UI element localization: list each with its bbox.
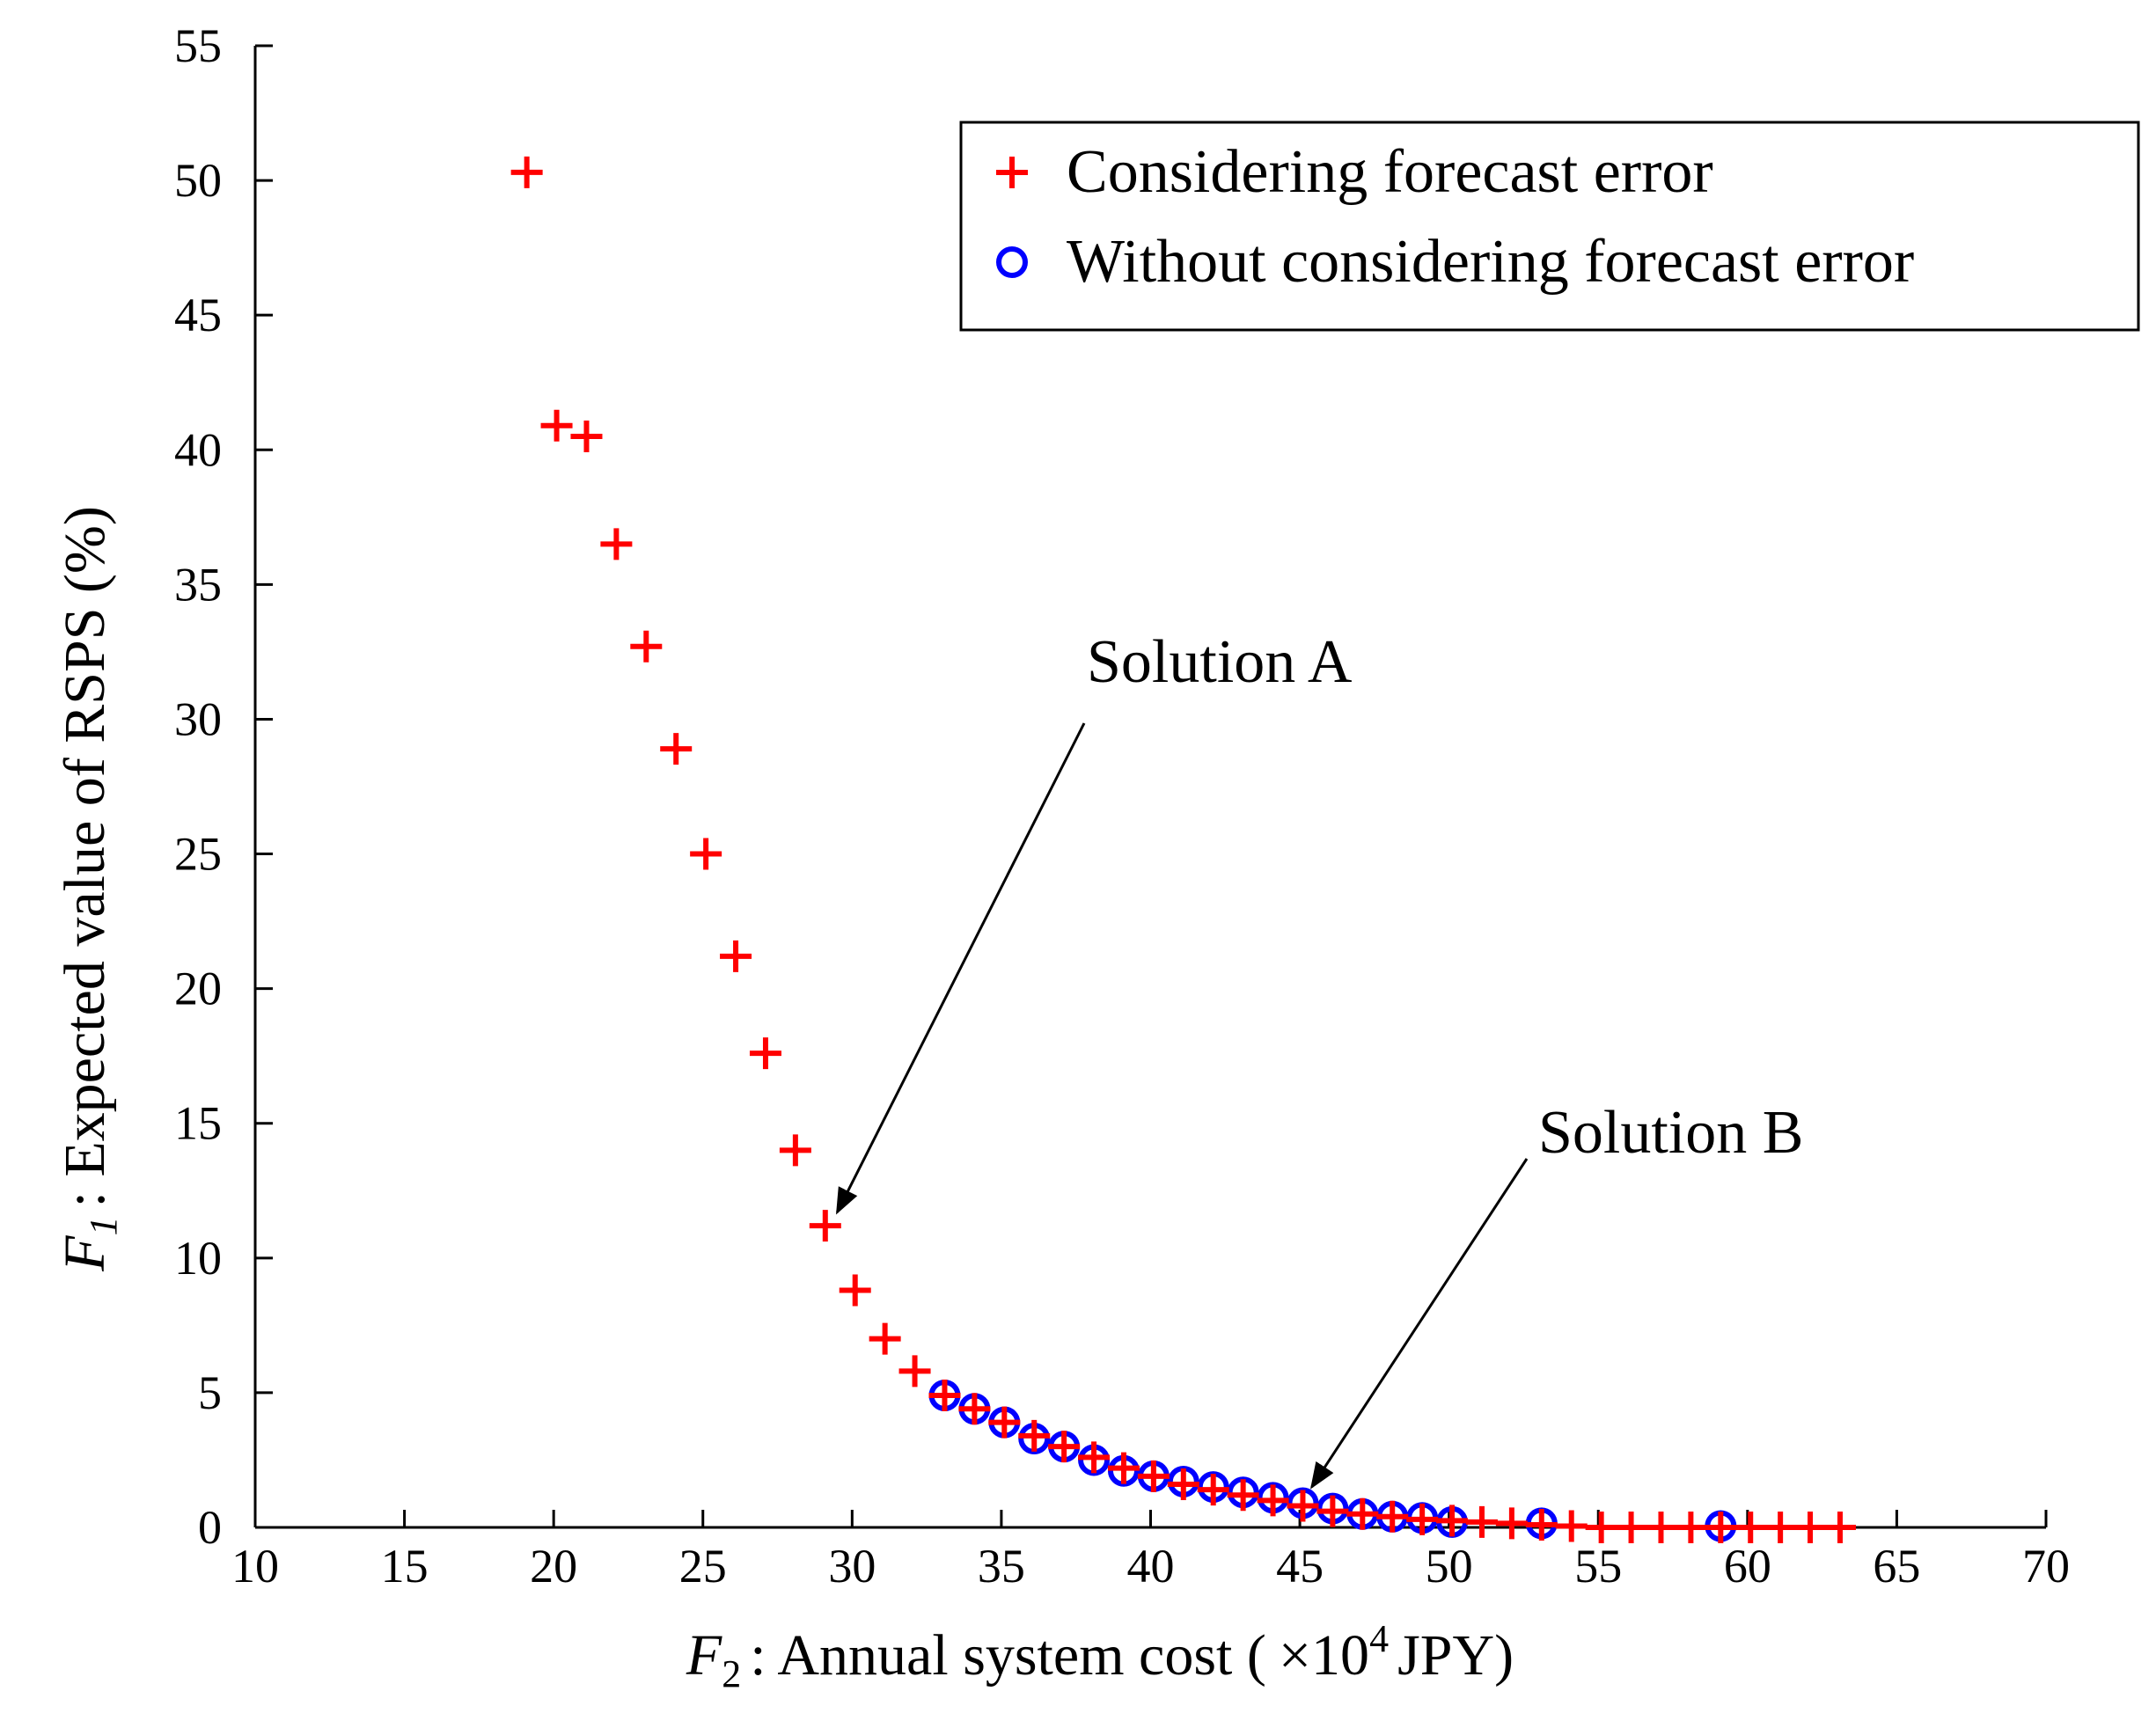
data-point-with-error: [988, 1406, 1021, 1439]
y-tick-label: 25: [174, 828, 222, 881]
data-point-with-error: [1257, 1484, 1289, 1517]
y-tick-label: 5: [198, 1366, 222, 1419]
legend-plus-marker: [996, 157, 1028, 188]
x-tick-label: 35: [978, 1540, 1025, 1593]
annotation-arrow: [836, 722, 1086, 1215]
data-point-with-error: [570, 420, 603, 452]
x-tick-label: 40: [1127, 1540, 1175, 1593]
data-point-with-error: [1465, 1505, 1498, 1538]
plot-points: [510, 156, 1856, 1543]
y-tick-label: 45: [174, 289, 222, 341]
data-point-with-error: [1078, 1441, 1111, 1474]
data-point-with-error: [600, 528, 633, 560]
data-point-with-error: [958, 1393, 991, 1425]
y-tick-label: 30: [174, 692, 222, 745]
y-tick-label: 50: [174, 154, 222, 207]
data-point-with-error: [1823, 1512, 1856, 1543]
x-tick-label: 50: [1426, 1540, 1473, 1593]
x-tick-label: 70: [2022, 1540, 2070, 1593]
data-point-with-error: [1734, 1512, 1767, 1543]
legend-box: [959, 121, 2140, 332]
data-point-with-error: [898, 1355, 931, 1388]
legend: Considering forecast error Without consi…: [959, 121, 2140, 332]
data-point-with-error: [869, 1322, 901, 1355]
y-tick-label: 0: [198, 1501, 222, 1554]
legend-circle-marker: [996, 246, 1028, 278]
data-point-with-error: [839, 1274, 871, 1307]
data-point-with-error: [1376, 1500, 1409, 1533]
x-tick-label: 30: [828, 1540, 876, 1593]
x-tick-label: 45: [1276, 1540, 1324, 1593]
data-point-with-error: [1525, 1508, 1558, 1541]
data-point-with-error: [1645, 1512, 1677, 1543]
data-point-with-error: [928, 1379, 961, 1411]
data-point-with-error: [1495, 1507, 1528, 1540]
data-point-with-error: [1227, 1479, 1259, 1512]
legend-label-0: Considering forecast error: [1067, 138, 1713, 206]
data-point-with-error: [1107, 1452, 1140, 1484]
data-point-with-error: [1794, 1512, 1827, 1543]
x-tick-label: 65: [1873, 1540, 1920, 1593]
y-axis-title: F1: Expected value of RSPS (%): [53, 506, 125, 1272]
annotation-arrow: [1310, 1158, 1529, 1490]
annotation-label: Solution A: [1087, 628, 1353, 696]
x-tick-label: 10: [231, 1540, 279, 1593]
data-point-with-error: [809, 1210, 841, 1242]
data-point-with-error: [1287, 1490, 1319, 1522]
data-point-with-error: [690, 838, 722, 870]
data-point-with-error: [1705, 1512, 1737, 1543]
x-tick-label: 25: [679, 1540, 727, 1593]
y-tick-label: 35: [174, 558, 222, 611]
y-tick-label: 40: [174, 423, 222, 476]
data-point-with-error: [1018, 1419, 1051, 1452]
data-point-with-error: [1048, 1431, 1081, 1463]
data-point-with-error: [1167, 1468, 1199, 1501]
x-axis-ticks: 10 15 20 25 30 35 40 45 50 55 60 65 70: [231, 1510, 2070, 1593]
x-tick-label: 20: [530, 1540, 577, 1593]
y-tick-label: 20: [174, 963, 222, 1015]
data-point-with-error: [1585, 1512, 1617, 1543]
data-point-with-error: [1436, 1505, 1469, 1537]
data-point-with-error: [1137, 1460, 1170, 1492]
legend-circle-symbol: [996, 246, 1028, 278]
x-tick-label: 55: [1574, 1540, 1622, 1593]
data-point-with-error: [1406, 1503, 1439, 1535]
data-point-with-error: [1197, 1474, 1229, 1506]
data-point-with-error: [1316, 1495, 1349, 1527]
data-point-with-error: [660, 733, 693, 765]
data-point-with-error: [630, 630, 663, 663]
annotations: Solution A Solution B: [836, 628, 1803, 1490]
legend-label-1: Without considering forecast error: [1067, 228, 1914, 296]
data-point-with-error: [1764, 1512, 1797, 1543]
data-point-with-error: [749, 1037, 781, 1070]
y-tick-label: 15: [174, 1097, 222, 1150]
y-tick-label: 55: [174, 19, 222, 72]
data-point-with-error: [540, 409, 573, 442]
y-tick-label: 10: [174, 1232, 222, 1285]
x-tick-label: 60: [1724, 1540, 1771, 1593]
x-axis-title: F2: Annual system cost (×104 JPY): [686, 1617, 1514, 1695]
data-point-with-error: [1346, 1497, 1379, 1530]
data-point-with-error: [1675, 1512, 1707, 1543]
data-point-with-error: [720, 940, 752, 972]
data-point-with-error: [510, 156, 543, 188]
data-point-with-error: [779, 1134, 811, 1167]
x-tick-label: 15: [381, 1540, 429, 1593]
legend-plus-symbol: [996, 157, 1028, 188]
data-point-with-error: [1615, 1512, 1647, 1543]
data-point-with-error: [1555, 1510, 1588, 1542]
y-axis-ticks: 0 5 10 15 20 25 30 35 40 45 50 55: [174, 19, 273, 1554]
annotation-label: Solution B: [1538, 1099, 1803, 1167]
